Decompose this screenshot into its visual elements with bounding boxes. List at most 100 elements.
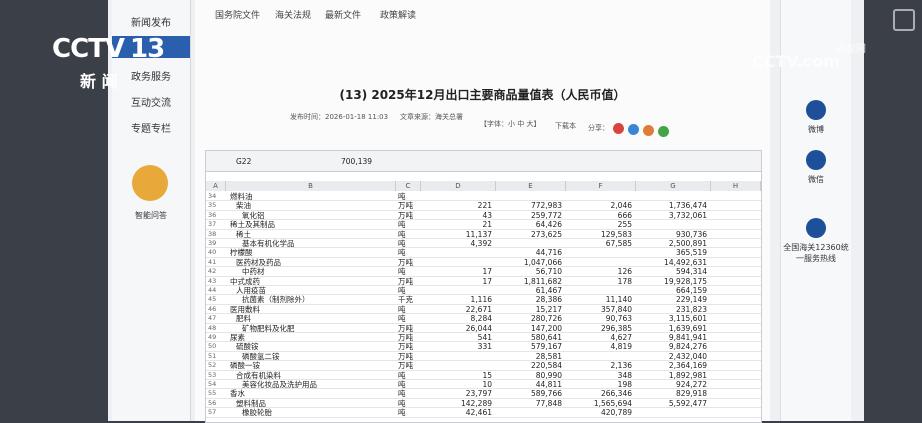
row-line [206, 332, 761, 333]
table-cell: 5,592,477 [668, 398, 707, 408]
row-number: 35 [208, 201, 217, 210]
table-cell: 930,736 [675, 229, 707, 239]
table-cell: 580,641 [530, 333, 562, 342]
table-cell: 273,625 [530, 229, 562, 239]
table-cell: 280,726 [530, 314, 562, 324]
row-number: 40 [208, 248, 217, 257]
source: 文章来源：海关总署 [400, 113, 463, 121]
row-number: 44 [208, 286, 217, 294]
row-number: 49 [208, 333, 217, 341]
column-header: F [566, 181, 636, 191]
row-number: 34 [208, 192, 217, 200]
cell-ref[interactable]: G22 [236, 157, 252, 166]
table-cell: 合成有机染料 [236, 370, 281, 380]
nav-item[interactable]: 新闻发布 [131, 18, 171, 29]
weibo[interactable]: 微博 [781, 100, 851, 135]
table-cell: 1,639,691 [668, 323, 707, 333]
download[interactable]: 下载本 [555, 122, 576, 130]
table-cell: 23,797 [465, 389, 492, 399]
table-cell: 吨 [398, 248, 406, 258]
watermark-en: CCTV.com [752, 52, 840, 71]
row-line [206, 416, 761, 418]
row-line [206, 285, 761, 286]
formula-bar [206, 151, 761, 172]
nav-item[interactable]: 专题专栏 [131, 124, 171, 135]
tab[interactable]: 最新文件 [325, 11, 362, 21]
table-cell: 44,811 [535, 380, 562, 389]
share-icon[interactable] [628, 124, 639, 135]
table-cell: 14,492,631 [664, 257, 707, 267]
table-cell: 4,819 [610, 342, 632, 352]
row-number: 38 [208, 229, 217, 238]
table-cell: 43 [482, 210, 492, 220]
row-line [206, 313, 761, 315]
share-icon[interactable] [643, 125, 654, 136]
assistant-label[interactable]: 智能问答 [135, 211, 167, 220]
weibo-label: 微博 [808, 125, 824, 134]
table-cell: 22,671 [465, 304, 492, 314]
table-cell: 142,289 [460, 398, 492, 408]
table-cell: 67,585 [605, 239, 632, 248]
table-cell: 541 [477, 333, 492, 342]
table-cell: 772,983 [530, 201, 562, 211]
row-line [206, 407, 761, 409]
nav-item[interactable]: 政务服务 [131, 72, 171, 83]
table-cell: 4,392 [470, 239, 492, 248]
row-line [206, 360, 761, 362]
row-line [206, 388, 761, 390]
row-number: 56 [208, 398, 217, 407]
right-sidebar: 微博 微信 全国海关12360统一服务热线 [780, 0, 851, 421]
table-cell: 231,823 [675, 304, 707, 314]
row-number: 46 [208, 304, 217, 313]
row-line [206, 238, 761, 239]
table-cell: 19,928,175 [664, 276, 707, 286]
table-cell: 1,565,694 [593, 398, 632, 408]
table-cell: 吨 [398, 380, 406, 389]
tab[interactable]: 政策解读 [380, 11, 417, 21]
font-size[interactable]: 【字体：小 中 大】 [480, 120, 541, 128]
spreadsheet: G22 700,139 A B C D E F G H 34 燃料油吨 35 柴油 万吨 221 772,9… [205, 150, 762, 423]
table-cell: 15 [482, 370, 492, 380]
table-cell: 吨 [398, 314, 406, 324]
article-title: (13) 2025年12月出口主要商品量值表（人民币值） [339, 88, 626, 102]
table-cell: 吨 [398, 239, 406, 248]
tab[interactable]: 国务院文件 [215, 11, 261, 21]
nav-item[interactable]: 互动交流 [131, 98, 171, 109]
table-cell: 221 [477, 201, 492, 211]
table-cell: 稀土及其制品 [230, 220, 275, 230]
wechat[interactable]: 微信 [781, 150, 851, 185]
column-header: E [496, 181, 566, 191]
share-icon[interactable] [658, 126, 669, 137]
table-cell: 420,789 [600, 408, 632, 418]
row-number: 36 [208, 210, 217, 219]
table-cell: 1,811,682 [523, 276, 562, 286]
hotline[interactable]: 全国海关12360统一服务热线 [781, 218, 851, 264]
row-number: 39 [208, 239, 217, 247]
table-cell: 万吨 [398, 361, 413, 371]
row-line [206, 322, 761, 324]
weibo-icon [806, 100, 826, 120]
row-number: 54 [208, 380, 217, 388]
tab[interactable]: 海关法规 [275, 11, 312, 21]
table-cell: 348 [617, 370, 632, 380]
channel-number: 13 [130, 34, 165, 64]
channel-name: CCTV [52, 34, 125, 64]
table-cell: 柴油 [236, 201, 251, 211]
share-icon[interactable] [613, 123, 624, 134]
row-line [206, 379, 761, 380]
row-number: 42 [208, 267, 217, 276]
row-number: 48 [208, 323, 217, 332]
table-cell: 266,346 [600, 389, 632, 399]
fullscreen-icon[interactable] [893, 9, 915, 31]
table-cell: 吨 [398, 408, 406, 418]
nav-item-active[interactable] [112, 36, 190, 58]
table-cell: 万吨 [398, 257, 413, 267]
table-cell: 中式成药 [230, 276, 260, 286]
table-cell: 80,990 [535, 370, 562, 380]
table-cell: 氧化铝 [242, 210, 265, 220]
assistant-icon[interactable] [132, 165, 168, 201]
table-cell: 21 [482, 220, 492, 230]
formula-value[interactable]: 700,139 [341, 157, 373, 166]
row-line [206, 275, 761, 277]
table-cell: 10 [482, 380, 492, 389]
